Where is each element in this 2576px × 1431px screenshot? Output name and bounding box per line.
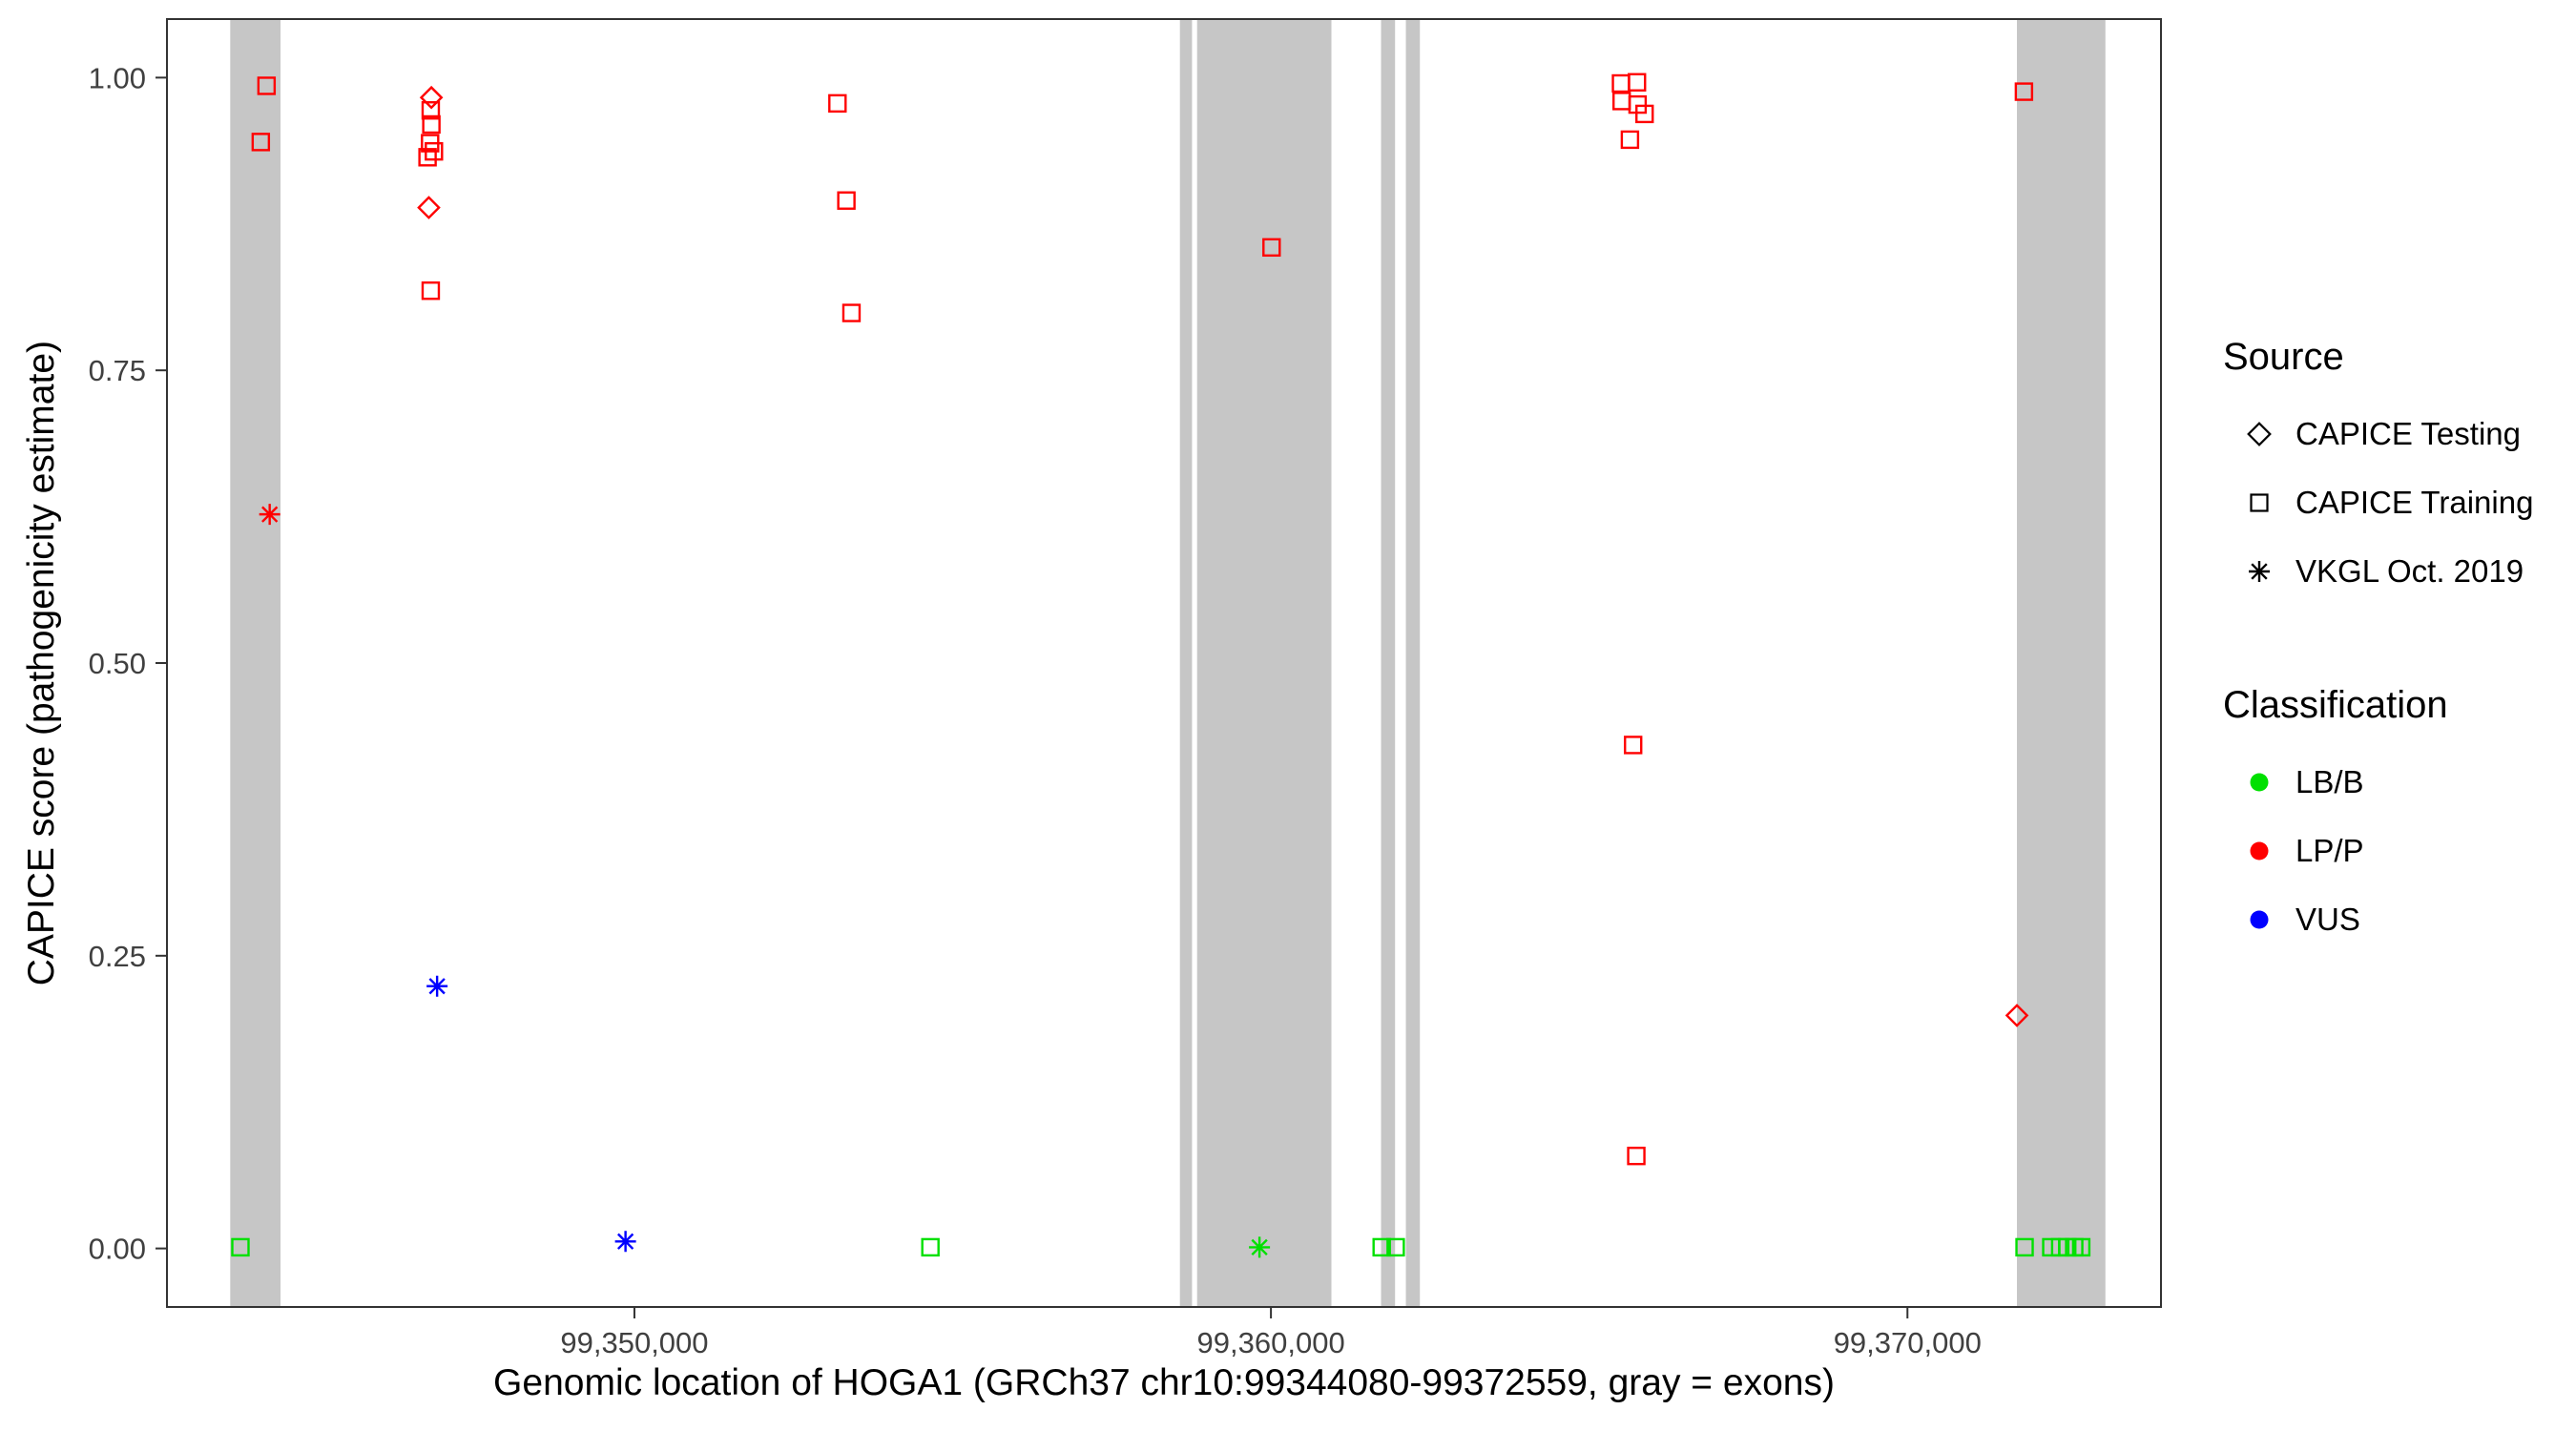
data-point-square	[2015, 1237, 2034, 1257]
data-point-square	[1262, 238, 1281, 258]
data-point-square	[841, 303, 862, 322]
diamond-icon	[2236, 413, 2282, 455]
green-dot-icon	[2236, 761, 2282, 803]
blue-dot-icon	[2236, 899, 2282, 941]
legend-item-lbb: LB/B	[2223, 748, 2533, 817]
data-point-square	[828, 93, 847, 114]
x-tick-label: 99,360,000	[1197, 1326, 1345, 1359]
data-point-diamond	[417, 196, 441, 219]
data-point-square	[1372, 1237, 1391, 1257]
legend-label-vus: VUS	[2296, 902, 2360, 937]
x-tick-label: 99,370,000	[1834, 1326, 1982, 1359]
data-point-square	[1611, 73, 1631, 93]
data-point-square	[421, 101, 441, 120]
asterisk-icon	[2236, 550, 2282, 592]
data-point-square	[837, 191, 856, 210]
data-point-diamond	[419, 85, 444, 110]
data-point-square	[1620, 130, 1640, 150]
data-point-square	[418, 148, 437, 167]
data-point-asterisk	[1249, 1236, 1271, 1258]
data-point-square	[251, 133, 271, 152]
square-icon	[2236, 482, 2282, 524]
y-axis-title: CAPICE score (pathogenicity estimate)	[21, 340, 62, 986]
exon-band	[1381, 19, 1396, 1307]
y-tick-label: 0.00	[89, 1233, 146, 1266]
data-point-square	[2014, 82, 2034, 101]
legend-item-lpp: LP/P	[2223, 817, 2533, 885]
data-point-square	[1386, 1237, 1405, 1257]
legend-item-capice-testing: CAPICE Testing	[2223, 400, 2533, 468]
panel-border	[166, 18, 2162, 1308]
data-point-square	[257, 76, 277, 95]
data-point-square	[1628, 73, 1647, 92]
data-point-square	[231, 1237, 250, 1257]
data-point-square	[1624, 736, 1643, 755]
legend-label-capice-training: CAPICE Training	[2296, 485, 2534, 520]
y-tick-label: 1.00	[89, 61, 146, 94]
data-point-square	[425, 141, 444, 161]
data-point-asterisk	[259, 504, 280, 526]
data-point-square	[1627, 1146, 1646, 1166]
legend-source-title: Source	[2223, 336, 2344, 378]
red-dot-icon	[2236, 830, 2282, 872]
y-tick-label: 0.75	[89, 354, 146, 387]
legend-item-vkgl: VKGL Oct. 2019	[2223, 537, 2533, 606]
exon-band	[1405, 19, 1421, 1307]
y-tick-label: 0.50	[89, 647, 146, 680]
data-point-square	[2071, 1237, 2091, 1257]
data-point-square	[1635, 104, 1654, 124]
data-point-asterisk	[426, 975, 448, 997]
legend-label-vkgl: VKGL Oct. 2019	[2296, 553, 2524, 589]
exon-band	[1196, 19, 1332, 1307]
data-point-square	[921, 1237, 940, 1257]
legend-classification-title: Classification	[2223, 684, 2448, 726]
exon-band	[2017, 19, 2106, 1307]
legend-label-lpp: LP/P	[2296, 833, 2364, 868]
data-point-square	[422, 114, 441, 135]
legend-label-lbb: LB/B	[2296, 764, 2364, 799]
y-tick-label: 0.25	[89, 940, 146, 973]
legend-label-capice-testing: CAPICE Testing	[2296, 416, 2521, 451]
legend: Source CAPICE Testing CAPICE Training VK…	[2223, 336, 2533, 954]
x-tick-label: 99,350,000	[560, 1326, 708, 1359]
x-axis-title: Genomic location of HOGA1 (GRCh37 chr10:…	[493, 1362, 1835, 1403]
data-point-square	[1612, 92, 1631, 111]
exon-band	[230, 19, 281, 1307]
legend-item-vus: VUS	[2223, 885, 2533, 954]
data-point-diamond	[2005, 1004, 2029, 1027]
exon-band	[1179, 19, 1193, 1307]
legend-item-capice-training: CAPICE Training	[2223, 468, 2533, 537]
data-point-square	[421, 281, 441, 301]
y-axis-title-wrap: CAPICE score (pathogenicity estimate)	[11, 19, 73, 1307]
data-point-asterisk	[614, 1231, 636, 1253]
